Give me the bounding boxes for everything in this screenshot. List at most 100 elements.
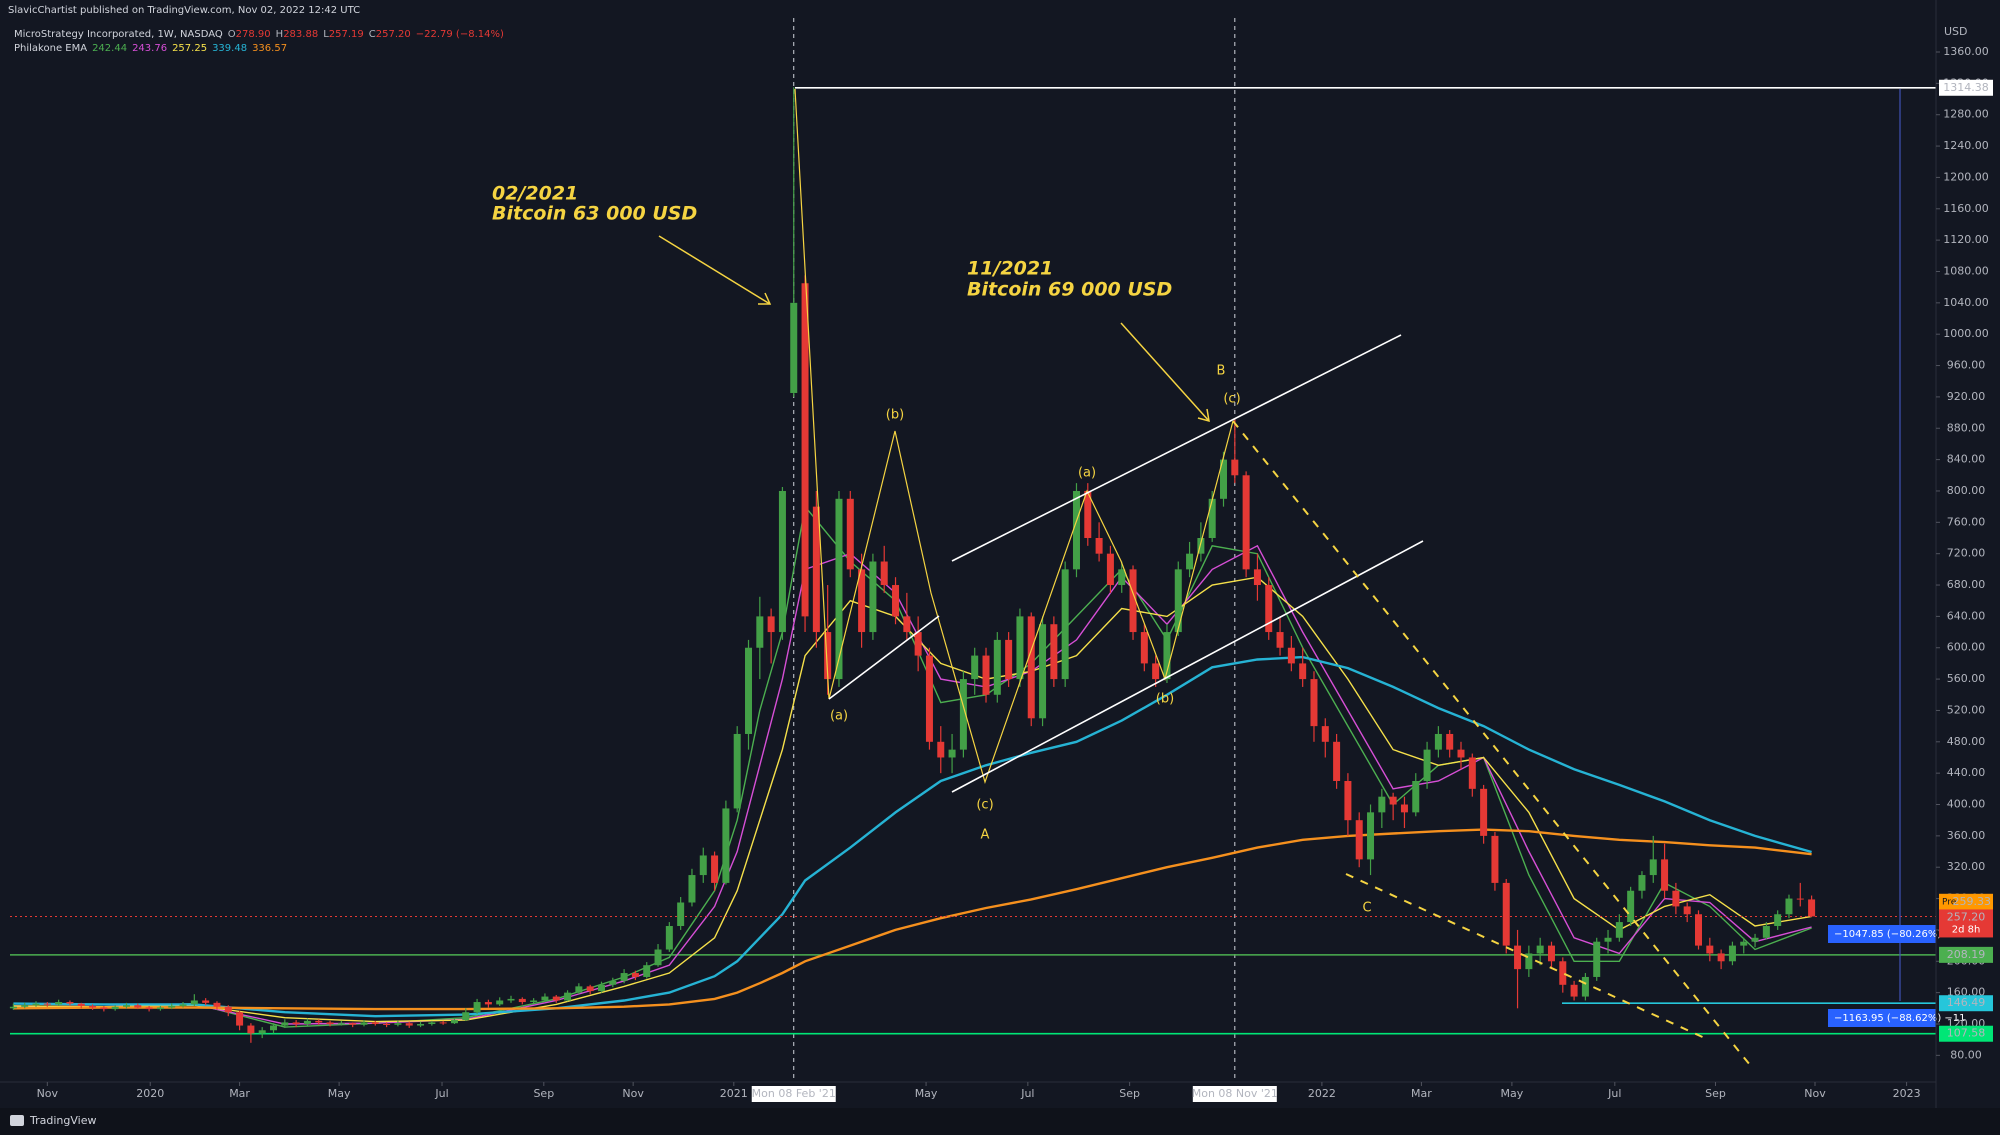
wave-label: C	[1362, 901, 1371, 916]
candle-body	[281, 1022, 289, 1026]
y-tick-label: 1280.00	[1943, 108, 1989, 121]
candle-body	[1514, 945, 1522, 970]
x-tick-label: Jul	[1020, 1087, 1034, 1100]
candle-body	[383, 1023, 391, 1025]
price-line-label: 107.58	[1947, 1027, 1986, 1040]
candle-body	[292, 1022, 300, 1024]
candle-body	[869, 561, 877, 633]
x-tick-label: Nov	[622, 1087, 644, 1100]
candle-body	[1706, 945, 1714, 954]
y-tick-label: 840.00	[1947, 453, 1986, 466]
candle-body	[270, 1025, 278, 1031]
candle-body	[654, 949, 662, 966]
y-tick-label: 440.00	[1947, 766, 1986, 779]
ema-line	[13, 828, 1812, 1011]
candle-body	[1762, 926, 1770, 938]
axes: 80.00120.00160.00200.00240.00280.00320.0…	[37, 45, 1993, 1102]
candle-body	[473, 1002, 481, 1013]
candle-body	[1785, 898, 1793, 915]
candle-body	[835, 498, 843, 680]
candle-body	[349, 1023, 357, 1025]
channel-upper	[951, 334, 1402, 562]
candle-body	[258, 1030, 266, 1034]
y-tick-label: 520.00	[1947, 703, 1986, 716]
y-tick-label: 880.00	[1947, 421, 1986, 434]
candle-body	[699, 855, 707, 876]
candle-body	[643, 965, 651, 977]
candle-body	[1367, 812, 1375, 860]
x-tick-label: Mon 08 Nov '21	[1192, 1087, 1278, 1100]
last-price-label: 257.20	[1947, 910, 1986, 923]
candle-body	[1389, 796, 1397, 805]
y-tick-label: 720.00	[1947, 547, 1986, 560]
candle-body	[21, 1005, 29, 1007]
candle-body	[326, 1022, 334, 1024]
candle-body	[530, 1000, 538, 1003]
candle-body	[1005, 639, 1013, 680]
candle-body	[439, 1022, 447, 1024]
candle-body	[1253, 569, 1261, 586]
candle-body	[394, 1023, 402, 1025]
candle-body	[518, 998, 526, 1003]
candle-body	[1186, 553, 1194, 570]
wave-label: (b)	[886, 408, 904, 423]
annotation: Bitcoin 63 000 USD	[492, 203, 697, 225]
measure-box	[1828, 1009, 1936, 1027]
candle-body	[745, 647, 753, 734]
candle-body	[1174, 569, 1182, 633]
candle-body	[948, 749, 956, 758]
candle-body	[1808, 899, 1816, 917]
y-tick-label: 1120.00	[1943, 233, 1989, 246]
y-tick-label: 760.00	[1947, 515, 1986, 528]
candle-body	[111, 1006, 119, 1010]
wave-label: (b)	[1156, 692, 1174, 707]
candle-body	[190, 1000, 198, 1005]
candle-body	[620, 973, 628, 981]
candle-body	[1661, 859, 1669, 891]
candle-body	[1378, 796, 1386, 813]
candle-body	[168, 1005, 176, 1008]
candle-body	[9, 1006, 17, 1009]
drawings	[658, 88, 1901, 1066]
y-tick-label: 600.00	[1947, 641, 1986, 654]
price-line-box	[1939, 995, 1993, 1012]
candle-body	[428, 1022, 436, 1024]
candle-body	[1061, 569, 1069, 680]
y-tick-label: 960.00	[1947, 359, 1986, 372]
price-line-label: 1314.38	[1943, 81, 1989, 94]
candle-body	[1400, 804, 1408, 813]
candle-body	[122, 1005, 130, 1007]
candle-body	[846, 498, 854, 570]
price-line-box	[1939, 1025, 1993, 1042]
brand-logo	[10, 1115, 24, 1126]
arrow	[1120, 322, 1210, 422]
y-tick-label: 640.00	[1947, 609, 1986, 622]
candle-body	[507, 998, 515, 1001]
candle-body	[892, 585, 900, 617]
candle-body	[1310, 679, 1318, 727]
annotation: 11/2021	[967, 258, 1053, 280]
candle-body	[609, 980, 617, 985]
candle-body	[1468, 757, 1476, 789]
candle-body	[1299, 663, 1307, 680]
ohlc-value: 257.19	[329, 29, 364, 40]
x-tick-label: Mon 08 Feb '21	[752, 1087, 836, 1100]
candle-body	[55, 1002, 63, 1005]
price-line-label: 208.19	[1947, 948, 1986, 961]
wave-label: B	[1217, 364, 1226, 379]
candle-body	[1536, 945, 1544, 954]
ohlc-value: 278.90	[236, 29, 271, 40]
change: −22.79 (−8.14%)	[416, 29, 504, 40]
candle-body	[1593, 941, 1601, 977]
arrow-head	[758, 292, 772, 305]
candle-body	[1672, 890, 1680, 907]
price-line-box	[1939, 79, 1993, 96]
y-tick-label: 1040.00	[1943, 296, 1989, 309]
measurements: −1047.85 (−80.26%) −10 −1163.95 (−88.62%…	[1828, 925, 1966, 1027]
candle-body	[1333, 741, 1341, 781]
wave-label: (a)	[830, 709, 848, 724]
x-tick-label: May	[1501, 1087, 1524, 1100]
candle-body	[631, 973, 639, 977]
wave-label: (c)	[976, 798, 993, 813]
